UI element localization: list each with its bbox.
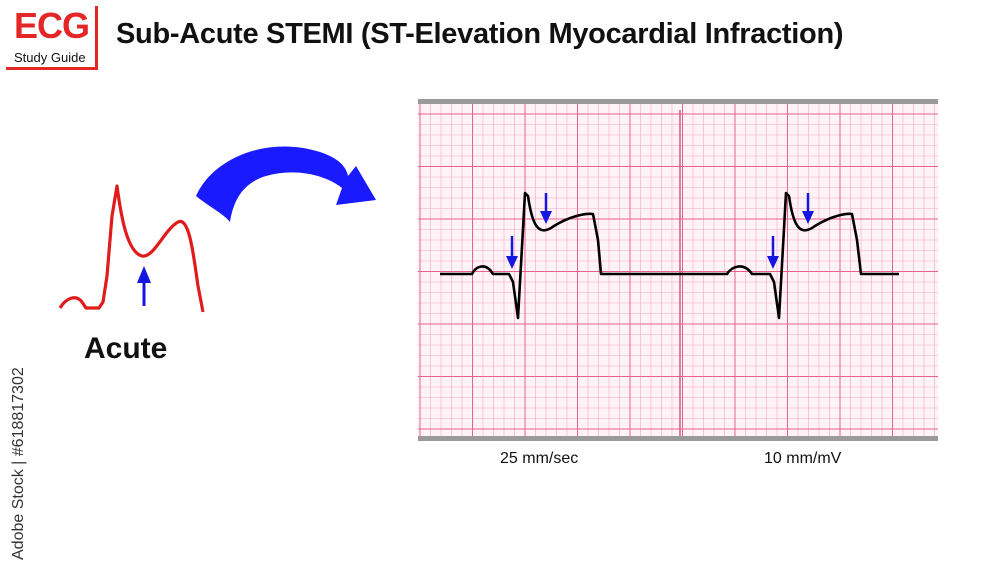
grid-major-lines [418, 104, 938, 436]
strip-bottom-edge [418, 436, 938, 441]
ecg-strip [418, 99, 938, 441]
paper-speed-label: 25 mm/sec [500, 450, 579, 467]
acute-complex [58, 184, 205, 313]
marker-arrow-2 [540, 193, 552, 224]
grid-minor-lines [418, 104, 938, 436]
acute-marker-arrow [137, 266, 151, 306]
stock-watermark: Adobe Stock | #618817302 [0, 330, 40, 563]
acute-label: Acute [84, 332, 168, 365]
marker-arrow-4 [802, 193, 814, 224]
page-title: Sub-Acute STEMI (ST-Elevation Myocardial… [116, 18, 844, 50]
marker-arrow-1 [506, 236, 518, 269]
stock-watermark-text: Adobe Stock | #618817302 [10, 367, 27, 560]
logo-main-text: ECG [14, 5, 90, 46]
logo-sub-text: Study Guide [14, 50, 86, 65]
gain-label: 10 mm/mV [764, 450, 842, 467]
acute-trace [58, 184, 205, 313]
logo: ECG Study Guide [6, 6, 98, 70]
marker-arrows [506, 193, 814, 269]
marker-arrow-3 [767, 236, 779, 269]
strip-top-edge [418, 99, 938, 104]
ecg-trace [440, 191, 899, 320]
curved-arrow [196, 146, 376, 222]
